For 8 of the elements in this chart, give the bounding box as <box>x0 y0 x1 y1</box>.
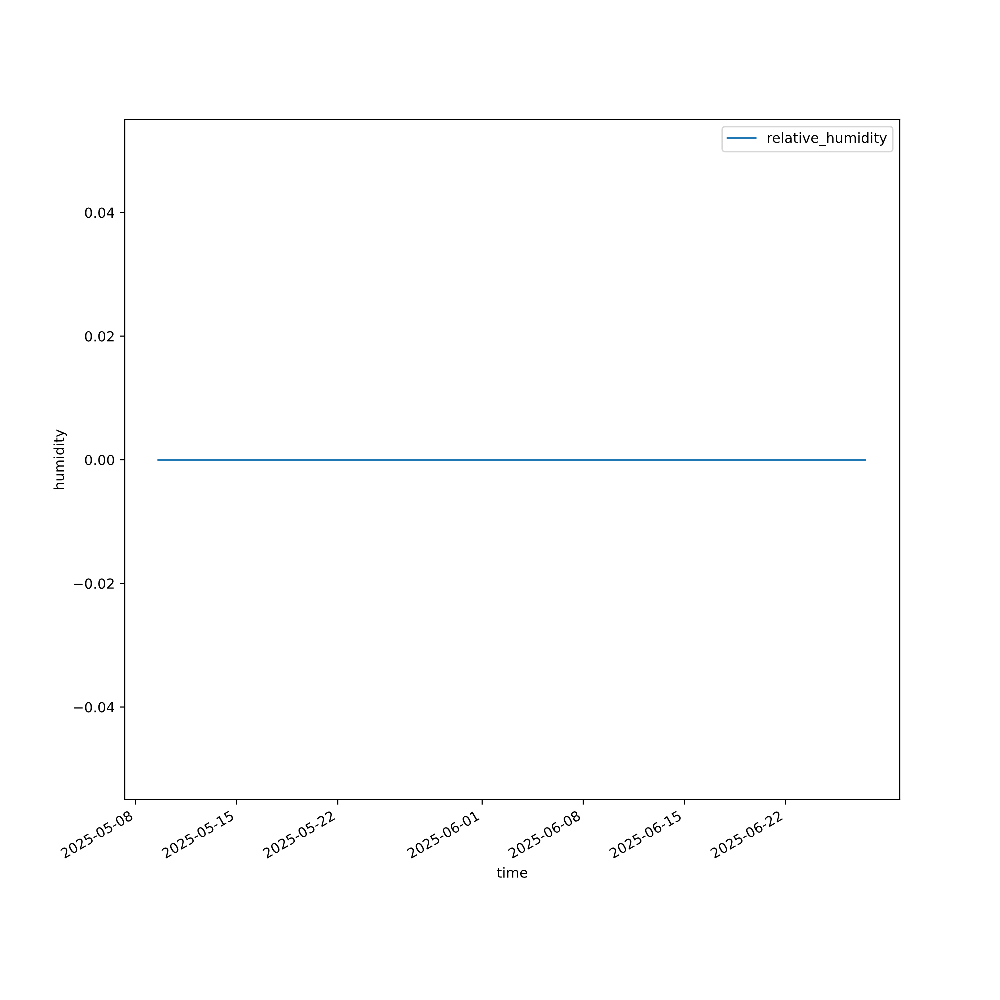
y-tick-label: 0.04 <box>85 208 114 218</box>
x-axis-title: time <box>497 867 528 878</box>
y-axis-title: humidity <box>54 430 68 490</box>
y-tick-label: 0.02 <box>85 331 114 342</box>
legend-label: relative_humidity <box>768 132 888 146</box>
y-tick-label: 0.00 <box>85 454 114 466</box>
y-tick-label: −0.02 <box>74 578 114 590</box>
y-tick-label: −0.04 <box>74 702 114 713</box>
